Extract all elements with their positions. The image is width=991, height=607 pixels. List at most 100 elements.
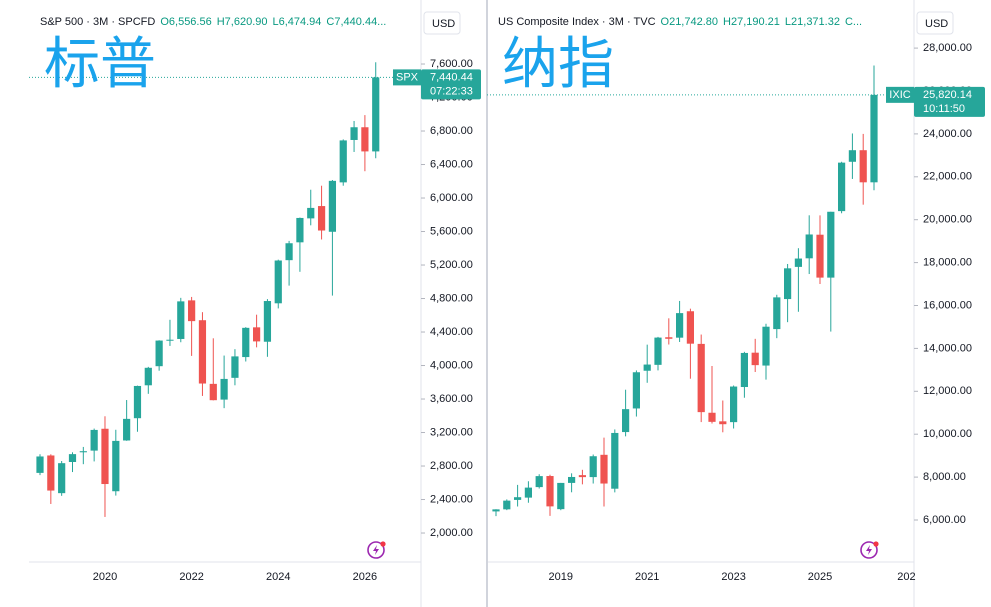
notification-dot [873, 541, 879, 547]
lightning-bolt [373, 545, 379, 555]
ohlc-value: H27,190.21 [723, 16, 780, 28]
y-tick-label: 16,000.00 [923, 299, 972, 311]
candle-body [79, 451, 87, 453]
candle-body [285, 243, 293, 261]
candle-body [740, 352, 748, 388]
candle-body [296, 217, 304, 243]
y-tick-label: 8,000.00 [923, 471, 966, 483]
candle-body [263, 301, 272, 342]
candle-body [361, 127, 369, 152]
y-tick-label: 4,000.00 [430, 359, 473, 371]
ohlc-value: C... [845, 16, 862, 28]
chart-panel: 2,000.00 2,400.00 2,800.00 3,200.00 3,600.00… [29, 0, 481, 607]
candle-body [231, 356, 239, 378]
notification-dot [380, 541, 386, 547]
currency-box[interactable] [423, 11, 461, 35]
candle-body [848, 150, 856, 162]
candle-body [317, 206, 326, 231]
symbol-info: US Composite Index · 3M · TVC [498, 16, 656, 28]
currency-label[interactable]: USD [432, 18, 455, 30]
candle-body [589, 456, 597, 478]
candle-body [328, 180, 337, 232]
legend-header: US Composite Index · 3M · TVC O21,742.80 H… [498, 16, 862, 28]
candle-body [492, 509, 500, 512]
candle-body [339, 140, 347, 183]
candle-body [622, 409, 630, 433]
x-tick-label: 2023 [721, 571, 745, 583]
ohlc-value: O21,742.80 [661, 16, 719, 28]
candle-body [578, 475, 586, 478]
x-tick-label: 2022 [179, 571, 203, 583]
candle-body [838, 162, 846, 212]
candle-body [112, 440, 120, 492]
candle-body [708, 412, 716, 422]
candle-body [611, 432, 619, 489]
candle-body [198, 320, 207, 384]
candle-body [697, 343, 705, 413]
ohlc-value: C7,440.44... [326, 16, 386, 28]
x-tick-label: 2021 [635, 571, 659, 583]
candle-body [784, 268, 792, 300]
y-tick-label: 5,200.00 [430, 259, 473, 271]
y-tick-label: 6,000.00 [923, 514, 966, 526]
x-tick-label: 2020 [93, 571, 117, 583]
candle-body [686, 311, 694, 344]
candle-body [632, 372, 640, 409]
price-tag-countdown: 07:22:33 [430, 85, 473, 97]
candle-body [155, 340, 163, 367]
candle-body [307, 207, 315, 219]
x-tick-label: 2025 [808, 571, 832, 583]
candle-body [90, 429, 98, 451]
price-tag-box [914, 86, 985, 117]
price-tag-symbol-box [393, 69, 421, 86]
candle-body [514, 497, 522, 500]
y-tick-label: 2,000.00 [430, 527, 473, 539]
x-tick-label: 202 [897, 571, 915, 583]
y-tick-label: 2,400.00 [430, 493, 473, 505]
candle-body [546, 476, 554, 507]
candle-body [177, 301, 185, 339]
price-tag-price: 7,440.44 [430, 71, 473, 83]
price-tag-box [421, 69, 481, 100]
candle-body [568, 476, 576, 483]
y-tick-label: 6,400.00 [430, 158, 473, 170]
candle-body [274, 260, 282, 304]
price-tag-symbol: IXIC [889, 89, 910, 101]
chart-panel: 6,000.00 8,000.00 10,000.00 12,000.00 14,000… [486, 0, 985, 607]
candle-body [643, 364, 651, 371]
candle-body [805, 234, 813, 259]
candle-body [36, 456, 44, 473]
y-tick-label: 14,000.00 [923, 342, 972, 354]
y-tick-label: 7,600.00 [430, 58, 473, 70]
currency-label[interactable]: USD [925, 18, 948, 30]
lightning-icon[interactable] [367, 541, 385, 559]
candle-body [166, 339, 174, 341]
candle-body [751, 352, 759, 366]
candle-body [794, 258, 802, 267]
candle-body [676, 313, 684, 338]
candle-body [773, 297, 781, 330]
candle-body [133, 385, 142, 419]
lightning-icon[interactable] [860, 541, 878, 559]
candle-body [535, 476, 543, 488]
candle-body [101, 428, 109, 485]
candle-body [188, 300, 196, 322]
y-tick-label: 12,000.00 [923, 385, 972, 397]
candle-body [827, 211, 835, 278]
x-tick-label: 2019 [549, 571, 573, 583]
legend-header: S&P 500 · 3M · SPCFD O6,556.56 H7,620.90 L6… [40, 16, 386, 28]
candle-body [58, 463, 66, 494]
y-tick-label: 5,600.00 [430, 225, 473, 237]
currency-box[interactable] [916, 11, 954, 35]
ohlc-value: L21,371.32 [785, 16, 840, 28]
symbol-info: S&P 500 · 3M · SPCFD [40, 16, 155, 28]
overlay-title: 标普 [44, 32, 156, 97]
y-tick-label: 3,600.00 [430, 393, 473, 405]
y-tick-label: 2,800.00 [430, 460, 473, 472]
y-tick-label: 6,800.00 [430, 125, 473, 137]
ohlc-value: H7,620.90 [217, 16, 268, 28]
candle-body [730, 386, 738, 423]
candle-body [665, 337, 673, 339]
